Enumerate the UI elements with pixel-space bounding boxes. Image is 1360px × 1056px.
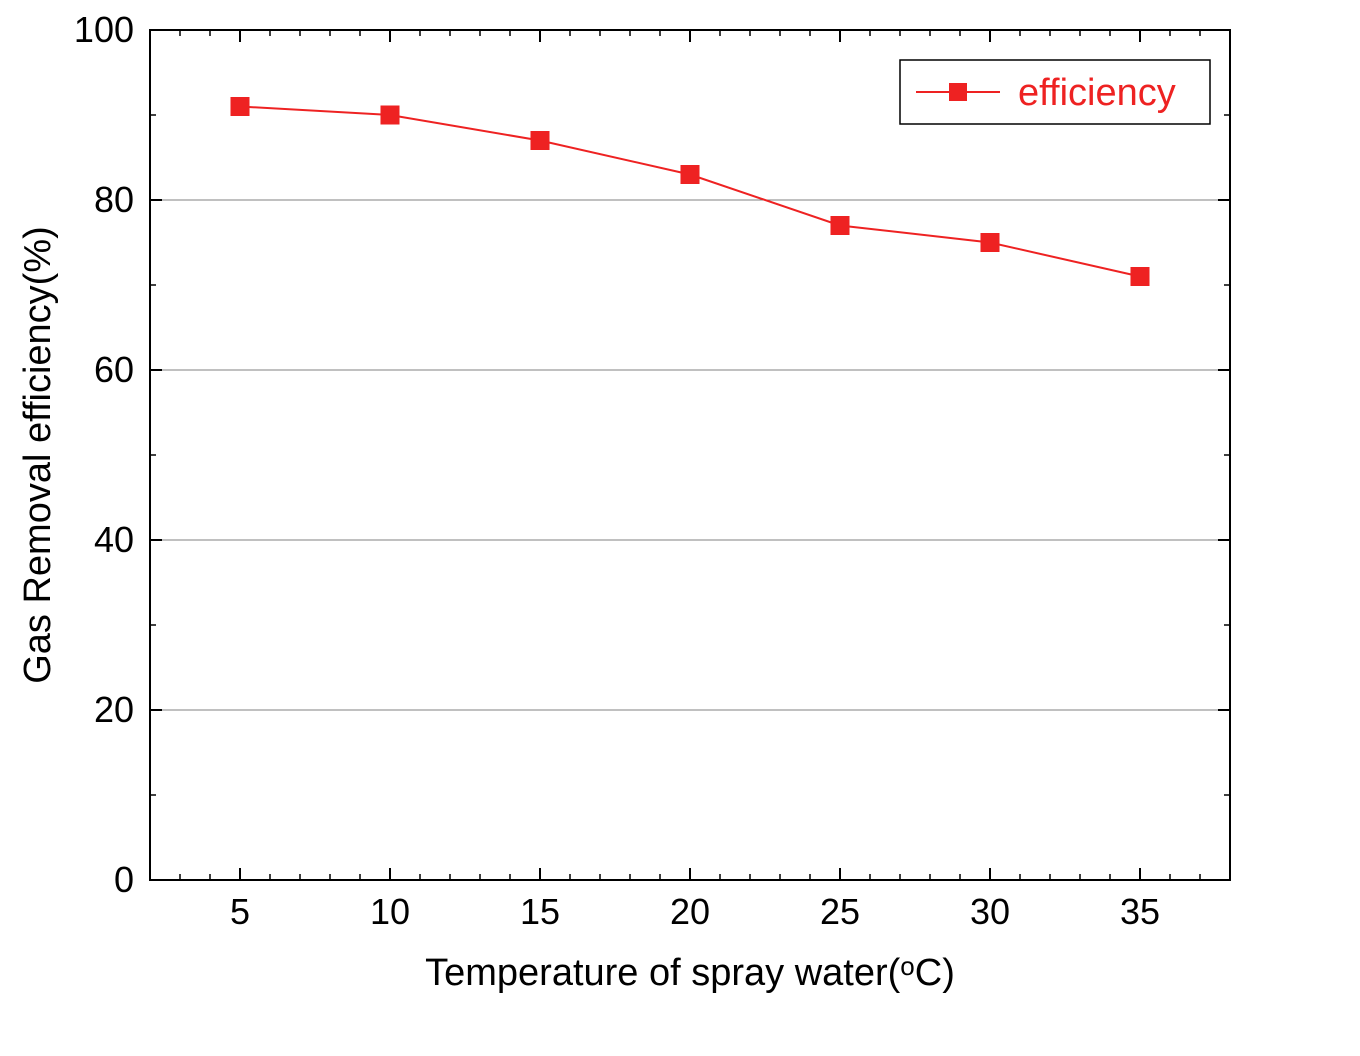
xtick-label: 35 [1120, 891, 1160, 932]
y-axis-label: Gas Removal efficiency(%) [17, 226, 59, 684]
ytick-label: 60 [94, 349, 134, 390]
xtick-label: 10 [370, 891, 410, 932]
legend-label: efficiency [1018, 72, 1176, 114]
xtick-label: 5 [230, 891, 250, 932]
series-marker [1131, 268, 1149, 286]
series-marker [231, 98, 249, 116]
xtick-label: 20 [670, 891, 710, 932]
ytick-label: 0 [114, 859, 134, 900]
chart-svg: 5 10 15 20 25 30 35 0 20 40 60 80 100 Temperature of … [0, 0, 1360, 1056]
chart-container: 5 10 15 20 25 30 35 0 20 40 60 80 100 Temperature of … [0, 0, 1360, 1056]
xtick-label: 15 [520, 891, 560, 932]
ytick-label: 100 [74, 9, 134, 50]
series-marker [381, 106, 399, 124]
series-marker [981, 234, 999, 252]
ytick-label: 20 [94, 689, 134, 730]
series-marker [681, 166, 699, 184]
xtick-label: 25 [820, 891, 860, 932]
xtick-label: 30 [970, 891, 1010, 932]
series-marker [831, 217, 849, 235]
series-marker [531, 132, 549, 150]
x-axis-label: Temperature of spray water(oC) [425, 951, 955, 994]
ytick-label: 40 [94, 519, 134, 560]
ytick-label: 80 [94, 179, 134, 220]
legend-sample-marker [949, 83, 967, 101]
